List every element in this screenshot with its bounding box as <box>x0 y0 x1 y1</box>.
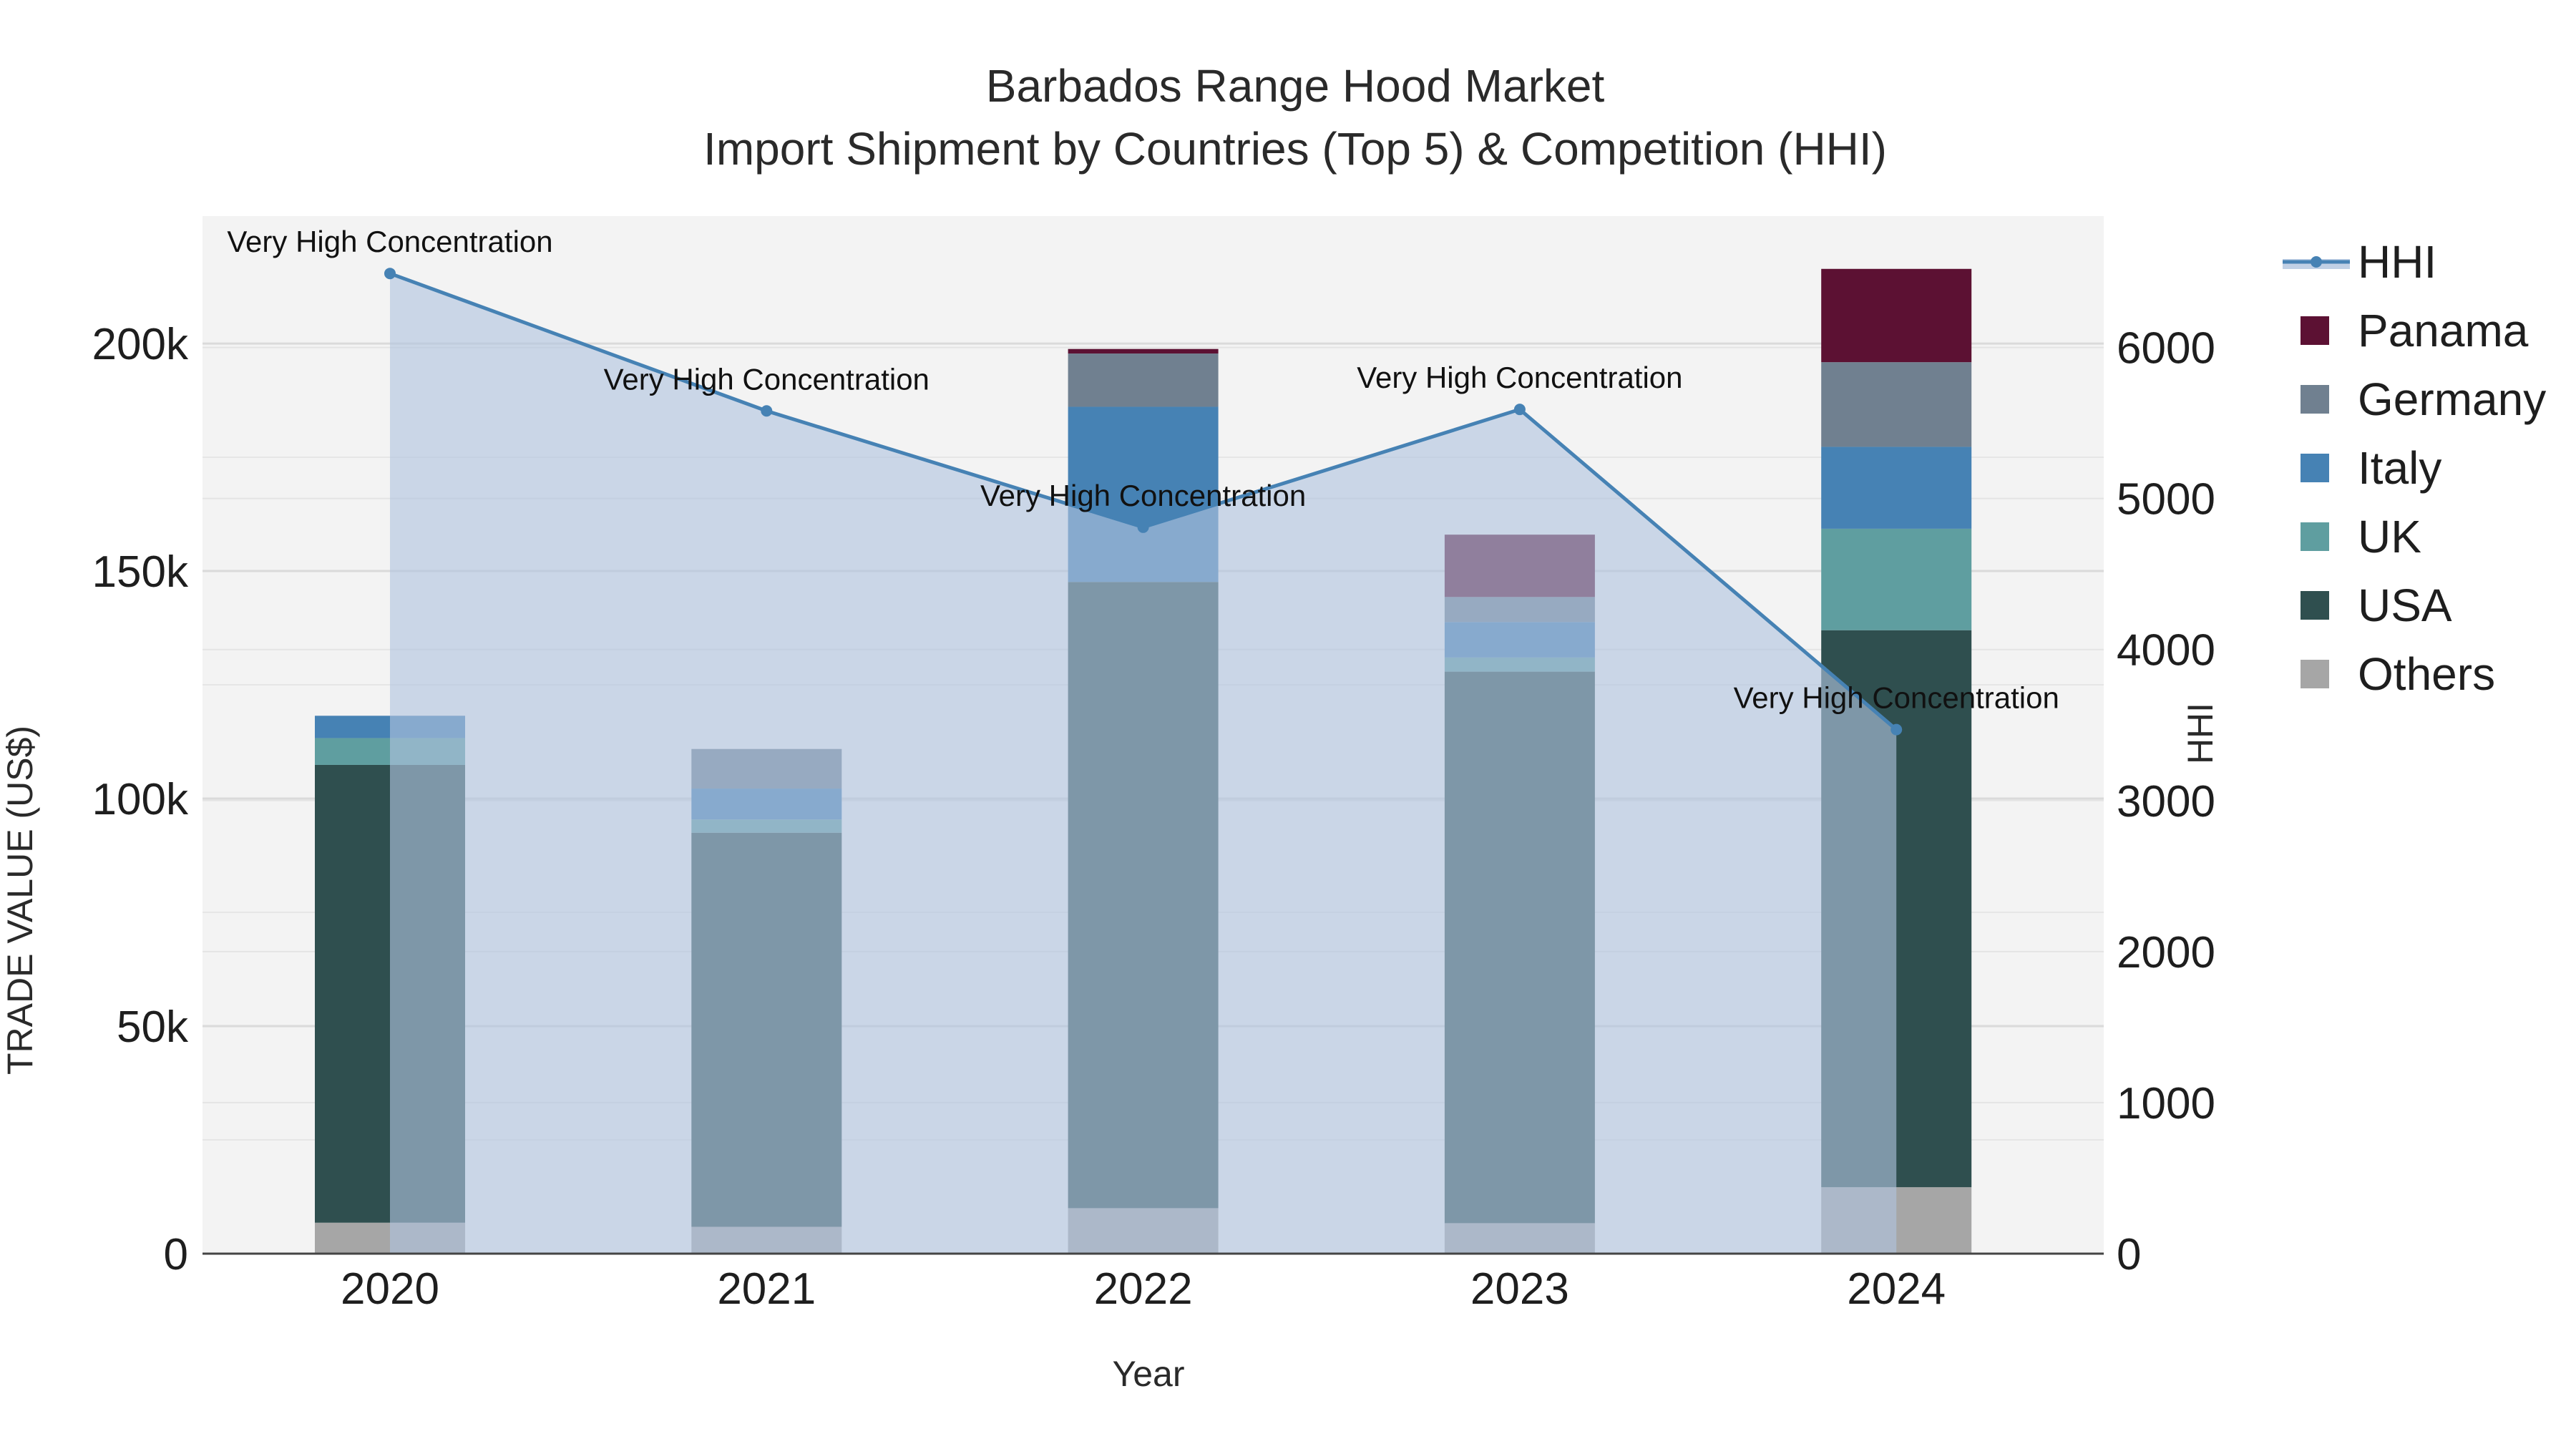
y2-tick-label: 1000 <box>2117 1079 2215 1128</box>
legend-swatch-uk[interactable] <box>2301 522 2329 551</box>
hhi-point-2021[interactable] <box>761 405 773 417</box>
bar-germany-2024[interactable] <box>1821 362 1972 447</box>
hhi-point-2023[interactable] <box>1513 404 1526 416</box>
x-axis-label: Year <box>1112 1354 1184 1394</box>
x-tick-label-2024: 2024 <box>1847 1264 1946 1314</box>
y-tick-label: 0 <box>164 1230 188 1279</box>
hhi-point-2020[interactable] <box>384 268 396 280</box>
legend-swatch-others[interactable] <box>2301 660 2329 688</box>
y-tick-label: 150k <box>92 547 189 597</box>
hhi-annotation-2023: Very High Concentration <box>1357 361 1682 394</box>
legend-label-panama: Panama <box>2358 305 2529 356</box>
y2-tick-label: 0 <box>2117 1230 2141 1279</box>
legend-label-italy: Italy <box>2358 442 2441 494</box>
legend-label-germany: Germany <box>2358 374 2546 425</box>
x-tick-label-2023: 2023 <box>1470 1264 1569 1314</box>
legend-swatch-hhi-marker[interactable] <box>2311 256 2322 268</box>
chart-title: Barbados Range Hood Market <box>986 60 1605 112</box>
legend-label-uk: UK <box>2358 511 2421 562</box>
legend-label-others: Others <box>2358 648 2495 700</box>
legend: HHI Panama Germany Italy UK USA Others <box>2283 236 2546 700</box>
hhi-point-2022[interactable] <box>1137 521 1149 533</box>
y2-tick-label: 3000 <box>2117 777 2215 826</box>
y2-tick-label: 2000 <box>2117 928 2215 977</box>
y2-axis-label: HHI <box>2180 703 2220 764</box>
y-tick-label: 200k <box>92 320 189 369</box>
plot-area: Very High Concentration Very High Concent… <box>92 216 2215 1314</box>
legend-swatch-italy[interactable] <box>2301 454 2329 482</box>
chart-subtitle: Import Shipment by Countries (Top 5) & C… <box>703 123 1887 175</box>
bar-uk-2024[interactable] <box>1821 528 1972 630</box>
hhi-annotation-2022: Very High Concentration <box>980 479 1306 512</box>
y2-tick-label: 6000 <box>2117 324 2215 374</box>
hhi-annotation-2021: Very High Concentration <box>604 362 930 396</box>
y-tick-label: 100k <box>92 775 189 824</box>
legend-label-hhi: HHI <box>2358 236 2436 288</box>
bar-panama-2022[interactable] <box>1068 348 1219 354</box>
legend-label-usa: USA <box>2358 580 2452 631</box>
x-tick-label-2022: 2022 <box>1094 1264 1193 1314</box>
hhi-annotation-2020: Very High Concentration <box>227 225 552 258</box>
legend-swatch-panama[interactable] <box>2301 316 2329 345</box>
y-tick-label: 50k <box>117 1002 189 1052</box>
bar-germany-2022[interactable] <box>1068 353 1219 407</box>
legend-swatch-germany[interactable] <box>2301 385 2329 414</box>
x-tick-label-2021: 2021 <box>717 1264 816 1314</box>
y2-tick-label: 5000 <box>2117 475 2215 525</box>
bar-italy-2024[interactable] <box>1821 447 1972 529</box>
hhi-point-2024[interactable] <box>1890 723 1903 736</box>
hhi-area <box>390 273 1897 1254</box>
bar-panama-2024[interactable] <box>1821 268 1972 363</box>
hhi-annotation-2024: Very High Concentration <box>1734 681 2059 715</box>
x-tick-label-2020: 2020 <box>341 1264 439 1314</box>
y2-tick-label: 4000 <box>2117 626 2215 675</box>
y-axis-label: TRADE VALUE (US$) <box>0 726 40 1075</box>
legend-swatch-usa[interactable] <box>2301 591 2329 620</box>
